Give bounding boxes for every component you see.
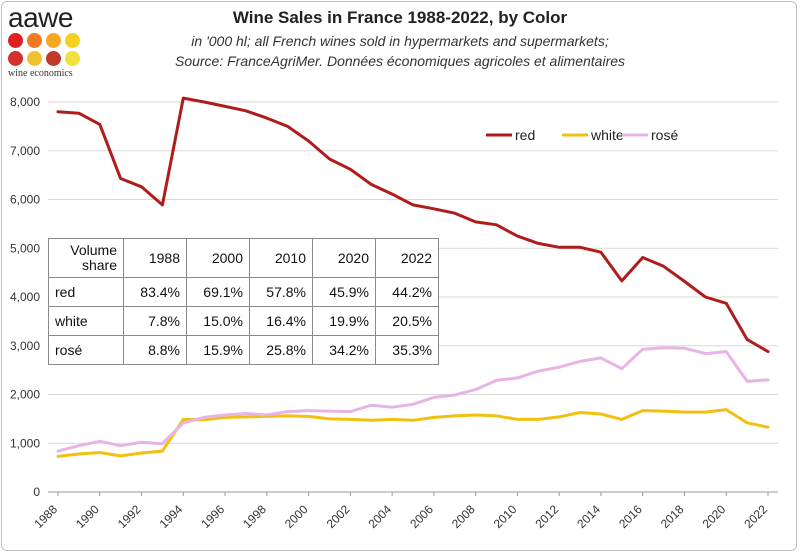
table-cell: 15.0% — [186, 306, 250, 336]
x-tick-label: 1994 — [157, 502, 186, 531]
chart-subtitle-line2: Source: FranceAgriMer. Données économiqu… — [174, 53, 626, 69]
logo-dot — [8, 51, 23, 66]
logo-dot — [65, 51, 80, 66]
table-year-header: 2022 — [375, 238, 439, 278]
logo-dot — [46, 33, 61, 48]
x-tick-label: 1998 — [240, 502, 269, 531]
y-tick-label: 6,000 — [10, 193, 40, 207]
series-line-red — [56, 96, 770, 354]
x-tick-label: 2022 — [741, 502, 770, 531]
x-tick-label: 2002 — [324, 502, 353, 531]
series-line-white — [56, 408, 770, 458]
x-tick-label: 2004 — [365, 502, 394, 531]
logo-dot — [27, 51, 42, 66]
table-cell: 25.8% — [249, 335, 313, 365]
legend-label: white — [590, 127, 624, 143]
table-row-label: white — [48, 306, 124, 336]
legend-label: rosé — [651, 127, 678, 143]
table-cell: 16.4% — [249, 306, 313, 336]
legend-label: red — [515, 127, 535, 143]
table-header-row: Volume share 1988 2000 2010 2020 2022 — [48, 238, 439, 278]
volume-share-table: Volume share 1988 2000 2010 2020 2022 red… — [48, 238, 439, 365]
x-tick-label: 2020 — [700, 502, 729, 531]
x-tick-label: 2014 — [574, 502, 603, 531]
y-tick-label: 0 — [33, 485, 40, 499]
table-row-label: rosé — [48, 335, 124, 365]
chart-title: Wine Sales in France 1988-2022, by Color — [232, 8, 568, 27]
table-row: rosé 8.8% 15.9% 25.8% 34.2% 35.3% — [48, 335, 439, 365]
table-cell: 57.8% — [249, 277, 313, 307]
series-line-ros — [56, 346, 770, 453]
table-cell: 44.2% — [375, 277, 439, 307]
table-cell: 83.4% — [123, 277, 187, 307]
x-tick-label: 2010 — [491, 502, 520, 531]
table-row: white 7.8% 15.0% 16.4% 19.9% 20.5% — [48, 306, 439, 336]
y-tick-label: 8,000 — [10, 95, 40, 109]
table-year-header: 1988 — [123, 238, 187, 278]
y-tick-label: 1,000 — [10, 436, 40, 450]
table-cell: 15.9% — [186, 335, 250, 365]
y-tick-label: 2,000 — [10, 388, 40, 402]
table-year-header: 2010 — [249, 238, 313, 278]
x-tick-label: 2008 — [449, 502, 478, 531]
table-header-label: Volume share — [48, 238, 124, 278]
logo-dot — [65, 33, 80, 48]
logo-dot — [8, 33, 23, 48]
x-tick-label: 1996 — [198, 502, 227, 531]
table-cell: 7.8% — [123, 306, 187, 336]
logo-dot — [46, 51, 61, 66]
x-tick-label: 2000 — [282, 502, 311, 531]
table-cell: 19.9% — [312, 306, 376, 336]
x-tick-label: 1988 — [31, 502, 60, 531]
x-tick-label: 2018 — [658, 502, 687, 531]
chart-subtitle-line1: in '000 hl; all French wines sold in hyp… — [191, 33, 609, 49]
table-cell: 45.9% — [312, 277, 376, 307]
y-tick-label: 4,000 — [10, 290, 40, 304]
table-year-header: 2020 — [312, 238, 376, 278]
x-tick-label: 1992 — [115, 502, 144, 531]
x-tick-label: 2006 — [407, 502, 436, 531]
y-tick-label: 3,000 — [10, 339, 40, 353]
aawe-logo-icon — [8, 33, 80, 67]
y-tick-label: 7,000 — [10, 144, 40, 158]
table-cell: 69.1% — [186, 277, 250, 307]
table-row: red 83.4% 69.1% 57.8% 45.9% 44.2% — [48, 277, 439, 307]
y-tick-label: 5,000 — [10, 241, 40, 255]
table-header-line1: Volume — [70, 242, 117, 258]
table-header-line2: share — [81, 257, 117, 273]
table-row-label: red — [48, 277, 124, 307]
aawe-logo-text: aawe — [8, 2, 73, 33]
aawe-logo-subtext: wine economics — [8, 68, 73, 79]
table-cell: 8.8% — [123, 335, 187, 365]
logo-dot — [27, 33, 42, 48]
table-cell: 35.3% — [375, 335, 439, 365]
table-cell: 20.5% — [375, 306, 439, 336]
x-tick-label: 1990 — [73, 502, 102, 531]
table-cell: 34.2% — [312, 335, 376, 365]
table-year-header: 2000 — [186, 238, 250, 278]
x-tick-label: 2012 — [533, 502, 562, 531]
x-tick-label: 2016 — [616, 502, 645, 531]
